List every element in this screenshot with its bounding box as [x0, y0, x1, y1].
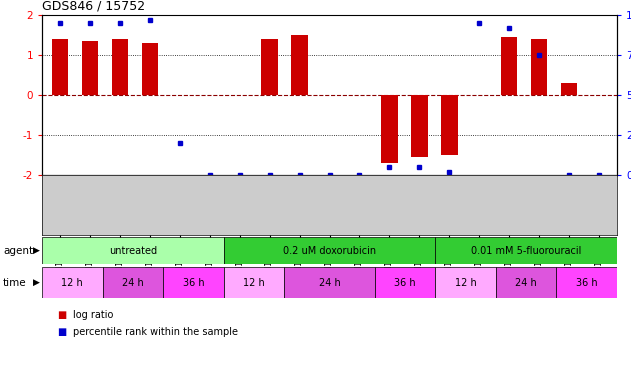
Text: untreated: untreated [109, 246, 157, 255]
Bar [292, 35, 308, 95]
Bar [42, 267, 102, 298]
Bar [375, 267, 435, 298]
Text: ▶: ▶ [33, 246, 40, 255]
Text: GDS846 / 15752: GDS846 / 15752 [42, 0, 145, 12]
Bar [435, 237, 617, 264]
Text: 24 h: 24 h [122, 278, 144, 288]
Bar [557, 267, 617, 298]
Text: 12 h: 12 h [243, 278, 265, 288]
Bar [435, 267, 496, 298]
Text: time: time [3, 278, 27, 288]
Text: ■: ■ [57, 310, 66, 320]
Bar [261, 39, 278, 95]
Text: 36 h: 36 h [182, 278, 204, 288]
Text: 36 h: 36 h [576, 278, 598, 288]
Bar [531, 39, 547, 95]
Bar [284, 267, 375, 298]
Text: ▶: ▶ [33, 278, 40, 287]
Bar [381, 95, 398, 163]
Text: 0.01 mM 5-fluorouracil: 0.01 mM 5-fluorouracil [471, 246, 581, 255]
Bar [561, 83, 577, 95]
Bar [102, 267, 163, 298]
Bar [501, 37, 517, 95]
Bar [223, 267, 284, 298]
Text: agent: agent [3, 246, 33, 255]
Bar [42, 237, 223, 264]
Text: 12 h: 12 h [455, 278, 476, 288]
Bar [496, 267, 557, 298]
Text: log ratio: log ratio [73, 310, 113, 320]
Text: 24 h: 24 h [516, 278, 537, 288]
Bar [223, 237, 435, 264]
Bar [441, 95, 457, 155]
Text: 12 h: 12 h [61, 278, 83, 288]
Bar [141, 43, 158, 95]
Text: 36 h: 36 h [394, 278, 416, 288]
Bar [81, 41, 98, 95]
Text: 0.2 uM doxorubicin: 0.2 uM doxorubicin [283, 246, 376, 255]
Bar [163, 267, 223, 298]
Text: percentile rank within the sample: percentile rank within the sample [73, 327, 237, 337]
Bar [52, 39, 68, 95]
Bar [411, 95, 428, 157]
Text: ■: ■ [57, 327, 66, 337]
Text: 24 h: 24 h [319, 278, 340, 288]
Bar [112, 39, 128, 95]
